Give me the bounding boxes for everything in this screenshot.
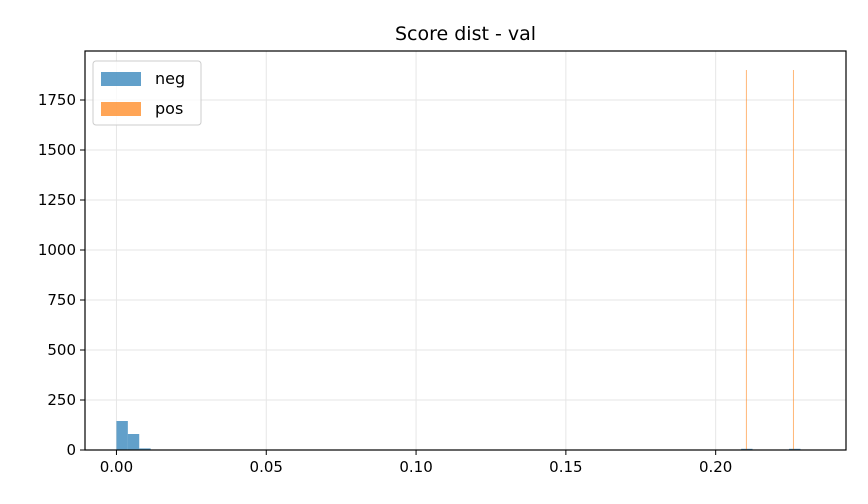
y-tick-label: 250 bbox=[47, 391, 76, 409]
x-tick-label: 0.00 bbox=[100, 458, 133, 476]
x-tick-label: 0.15 bbox=[549, 458, 582, 476]
legend-swatch-pos bbox=[101, 102, 141, 116]
bar-neg bbox=[139, 448, 151, 450]
legend-label-neg: neg bbox=[155, 69, 185, 88]
bars-layer bbox=[116, 70, 801, 450]
y-tick-label: 1250 bbox=[38, 191, 76, 209]
y-tick-label: 0 bbox=[66, 441, 76, 459]
legend-swatch-neg bbox=[101, 72, 141, 86]
bar-pos bbox=[792, 70, 794, 450]
x-tick-label: 0.20 bbox=[699, 458, 732, 476]
bar-neg bbox=[116, 421, 128, 450]
y-tick-label: 1000 bbox=[38, 241, 76, 259]
bar-pos bbox=[745, 70, 747, 450]
legend: neg pos bbox=[92, 60, 202, 126]
y-tick-label: 500 bbox=[47, 341, 76, 359]
x-tick-label: 0.10 bbox=[399, 458, 432, 476]
y-tick-label: 1500 bbox=[38, 141, 76, 159]
legend-label-pos: pos bbox=[155, 99, 183, 118]
x-tick-label: 0.05 bbox=[250, 458, 283, 476]
y-tick-label: 750 bbox=[47, 291, 76, 309]
bar-neg bbox=[127, 434, 140, 450]
ticks-layer: 0.00 0.05 0.10 0.15 0.20 0 250 500 750 1000 1250 15… bbox=[38, 91, 733, 476]
y-tick-label: 1750 bbox=[38, 91, 76, 109]
chart-title: Score dist - val bbox=[395, 23, 536, 45]
